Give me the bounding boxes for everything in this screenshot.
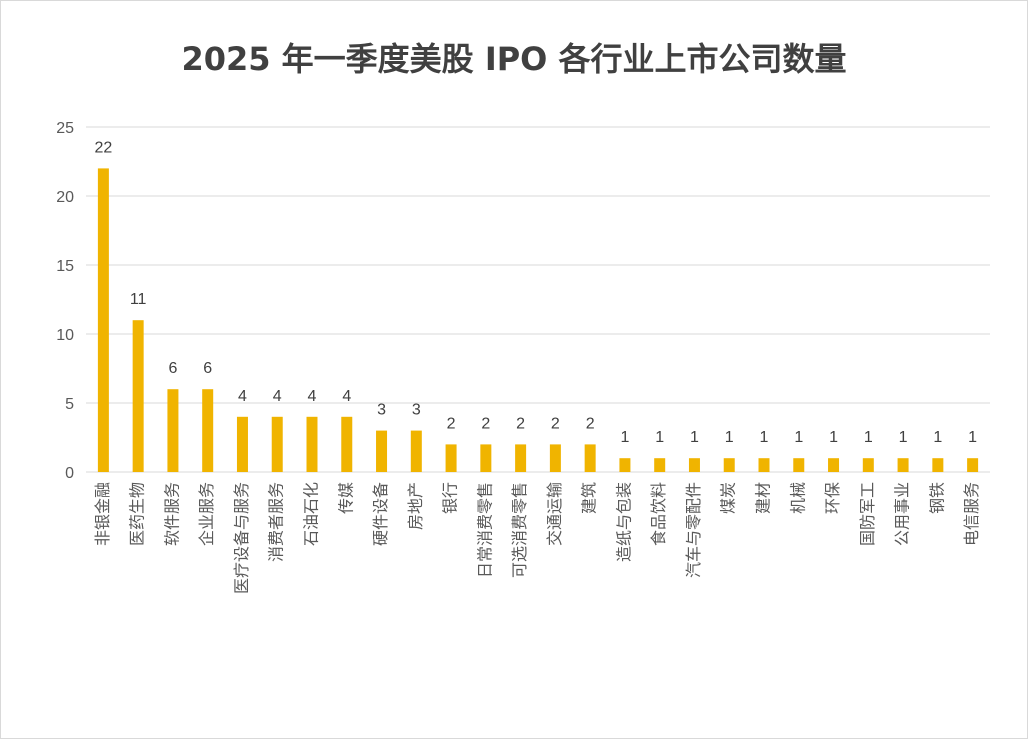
category-label: 传媒 xyxy=(336,482,355,514)
data-label: 11 xyxy=(130,291,147,308)
category-label: 可选消费零售 xyxy=(510,482,529,578)
category-label: 银行 xyxy=(441,482,460,514)
bar xyxy=(793,458,805,472)
category-label: 软件服务 xyxy=(162,482,181,546)
data-label: 2 xyxy=(481,415,490,432)
bar xyxy=(967,458,979,472)
category-label: 食品饮料 xyxy=(649,482,668,546)
y-tick-label: 5 xyxy=(65,396,74,413)
bar xyxy=(654,458,666,472)
data-label: 22 xyxy=(94,139,112,156)
data-label: 2 xyxy=(551,415,560,432)
bar xyxy=(376,430,388,472)
bar xyxy=(584,444,596,472)
bar xyxy=(619,458,631,472)
category-label: 医药生物 xyxy=(128,482,147,546)
data-label: 1 xyxy=(933,429,942,446)
category-label: 钢铁 xyxy=(927,482,946,514)
data-label: 2 xyxy=(586,415,595,432)
data-label: 4 xyxy=(308,388,317,405)
data-label: 4 xyxy=(273,388,282,405)
category-label: 企业服务 xyxy=(197,482,216,546)
data-label: 1 xyxy=(760,429,769,446)
category-label: 国防军工 xyxy=(858,482,877,546)
category-label: 环保 xyxy=(823,482,842,514)
bar xyxy=(306,416,318,472)
bar xyxy=(758,458,770,472)
bar xyxy=(236,416,248,472)
bar xyxy=(688,458,700,472)
data-label: 1 xyxy=(725,429,734,446)
bar xyxy=(97,168,109,472)
bar xyxy=(445,444,457,472)
y-tick-label: 10 xyxy=(56,327,74,344)
bar xyxy=(132,320,144,472)
data-label: 1 xyxy=(864,429,873,446)
category-label: 消费者服务 xyxy=(267,482,286,562)
data-label: 4 xyxy=(238,388,247,405)
data-label: 1 xyxy=(968,429,977,446)
data-label: 1 xyxy=(690,429,699,446)
bar xyxy=(897,458,909,472)
category-label: 硬件设备 xyxy=(371,482,390,546)
bar xyxy=(515,444,527,472)
bar xyxy=(341,416,353,472)
data-label: 2 xyxy=(447,415,456,432)
data-label: 6 xyxy=(203,360,212,377)
bar xyxy=(480,444,492,472)
category-label: 石油石化 xyxy=(302,482,321,546)
data-label: 3 xyxy=(412,402,421,419)
category-label: 公用事业 xyxy=(893,482,912,546)
bar xyxy=(862,458,874,472)
category-label: 医疗设备与服务 xyxy=(232,482,251,594)
data-label: 2 xyxy=(516,415,525,432)
category-label: 建筑 xyxy=(580,482,599,514)
bar xyxy=(167,389,179,472)
bar xyxy=(932,458,944,472)
category-label: 日常消费零售 xyxy=(475,482,494,578)
data-label: 4 xyxy=(342,388,351,405)
y-tick-label: 20 xyxy=(56,189,74,206)
chart-title: 2025 年一季度美股 IPO 各行业上市公司数量 xyxy=(181,40,847,78)
y-tick-label: 0 xyxy=(65,465,74,482)
category-label: 交通运输 xyxy=(545,482,564,546)
category-label: 机械 xyxy=(788,482,807,514)
bar xyxy=(549,444,561,472)
bar xyxy=(202,389,214,472)
data-label: 6 xyxy=(168,360,177,377)
category-label: 煤炭 xyxy=(719,482,738,514)
category-label: 房地产 xyxy=(406,482,425,530)
data-label: 1 xyxy=(829,429,838,446)
data-label: 1 xyxy=(620,429,629,446)
category-label: 汽车与零配件 xyxy=(684,482,703,578)
bar xyxy=(271,416,283,472)
bar xyxy=(828,458,840,472)
category-label: 非银金融 xyxy=(93,482,112,546)
category-label: 造纸与包装 xyxy=(614,482,633,562)
y-tick-label: 25 xyxy=(56,120,74,137)
bar xyxy=(723,458,735,472)
data-label: 1 xyxy=(794,429,803,446)
y-tick-label: 15 xyxy=(56,258,74,275)
data-label: 1 xyxy=(899,429,908,446)
category-label: 建材 xyxy=(754,482,773,514)
bar xyxy=(410,430,422,472)
data-label: 3 xyxy=(377,402,386,419)
data-label: 1 xyxy=(655,429,664,446)
category-label: 电信服务 xyxy=(962,482,981,546)
